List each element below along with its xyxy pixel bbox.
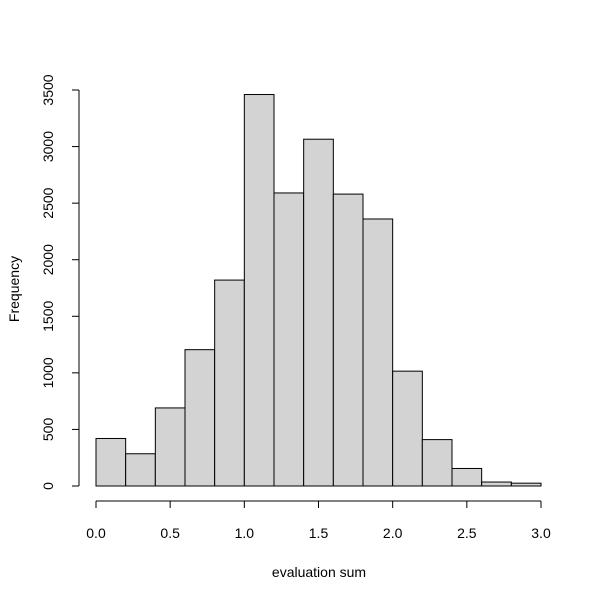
histogram-bar	[392, 370, 423, 487]
histogram-bar	[214, 279, 245, 487]
histogram-bar	[95, 437, 127, 487]
x-tick-label: 1.0	[235, 525, 255, 541]
x-tick-label: 0.0	[86, 525, 106, 541]
histogram-bar	[421, 439, 453, 487]
y-tick-label: 1500	[40, 301, 56, 332]
histogram-bar	[510, 482, 542, 487]
y-tick-label: 1000	[40, 357, 56, 388]
histogram-bar	[362, 218, 394, 487]
x-tick-label: 1.5	[309, 525, 329, 541]
histogram-bar	[125, 453, 156, 487]
y-tick-label: 3000	[40, 131, 56, 162]
y-axis: 0 500 1000 1500 2000 2500 3000 3500	[40, 74, 80, 490]
histogram-bar	[184, 349, 216, 487]
histogram-bar	[481, 481, 512, 487]
histogram-bar	[303, 138, 334, 487]
histogram-bar	[243, 94, 275, 487]
x-tick-label: 2.5	[457, 525, 477, 541]
y-axis-label: Frequency	[6, 256, 22, 322]
x-axis: 0.0 0.5 1.0 1.5 2.0 2.5 3.0	[86, 500, 551, 541]
histogram-bar	[332, 193, 364, 487]
y-tick-label: 2500	[40, 187, 56, 218]
x-tick-label: 0.5	[160, 525, 180, 541]
x-tick-label: 2.0	[383, 525, 403, 541]
histogram-bar	[273, 192, 305, 487]
y-tick-label: 3500	[40, 74, 56, 105]
y-tick-label: 2000	[40, 244, 56, 275]
y-tick-label: 500	[40, 418, 56, 442]
y-tick-label: 0	[40, 482, 56, 490]
x-axis-label: evaluation sum	[272, 564, 366, 580]
histogram-bar	[154, 407, 186, 487]
x-tick-label: 3.0	[531, 525, 551, 541]
bars-group	[95, 94, 542, 487]
histogram-bar	[451, 467, 483, 487]
